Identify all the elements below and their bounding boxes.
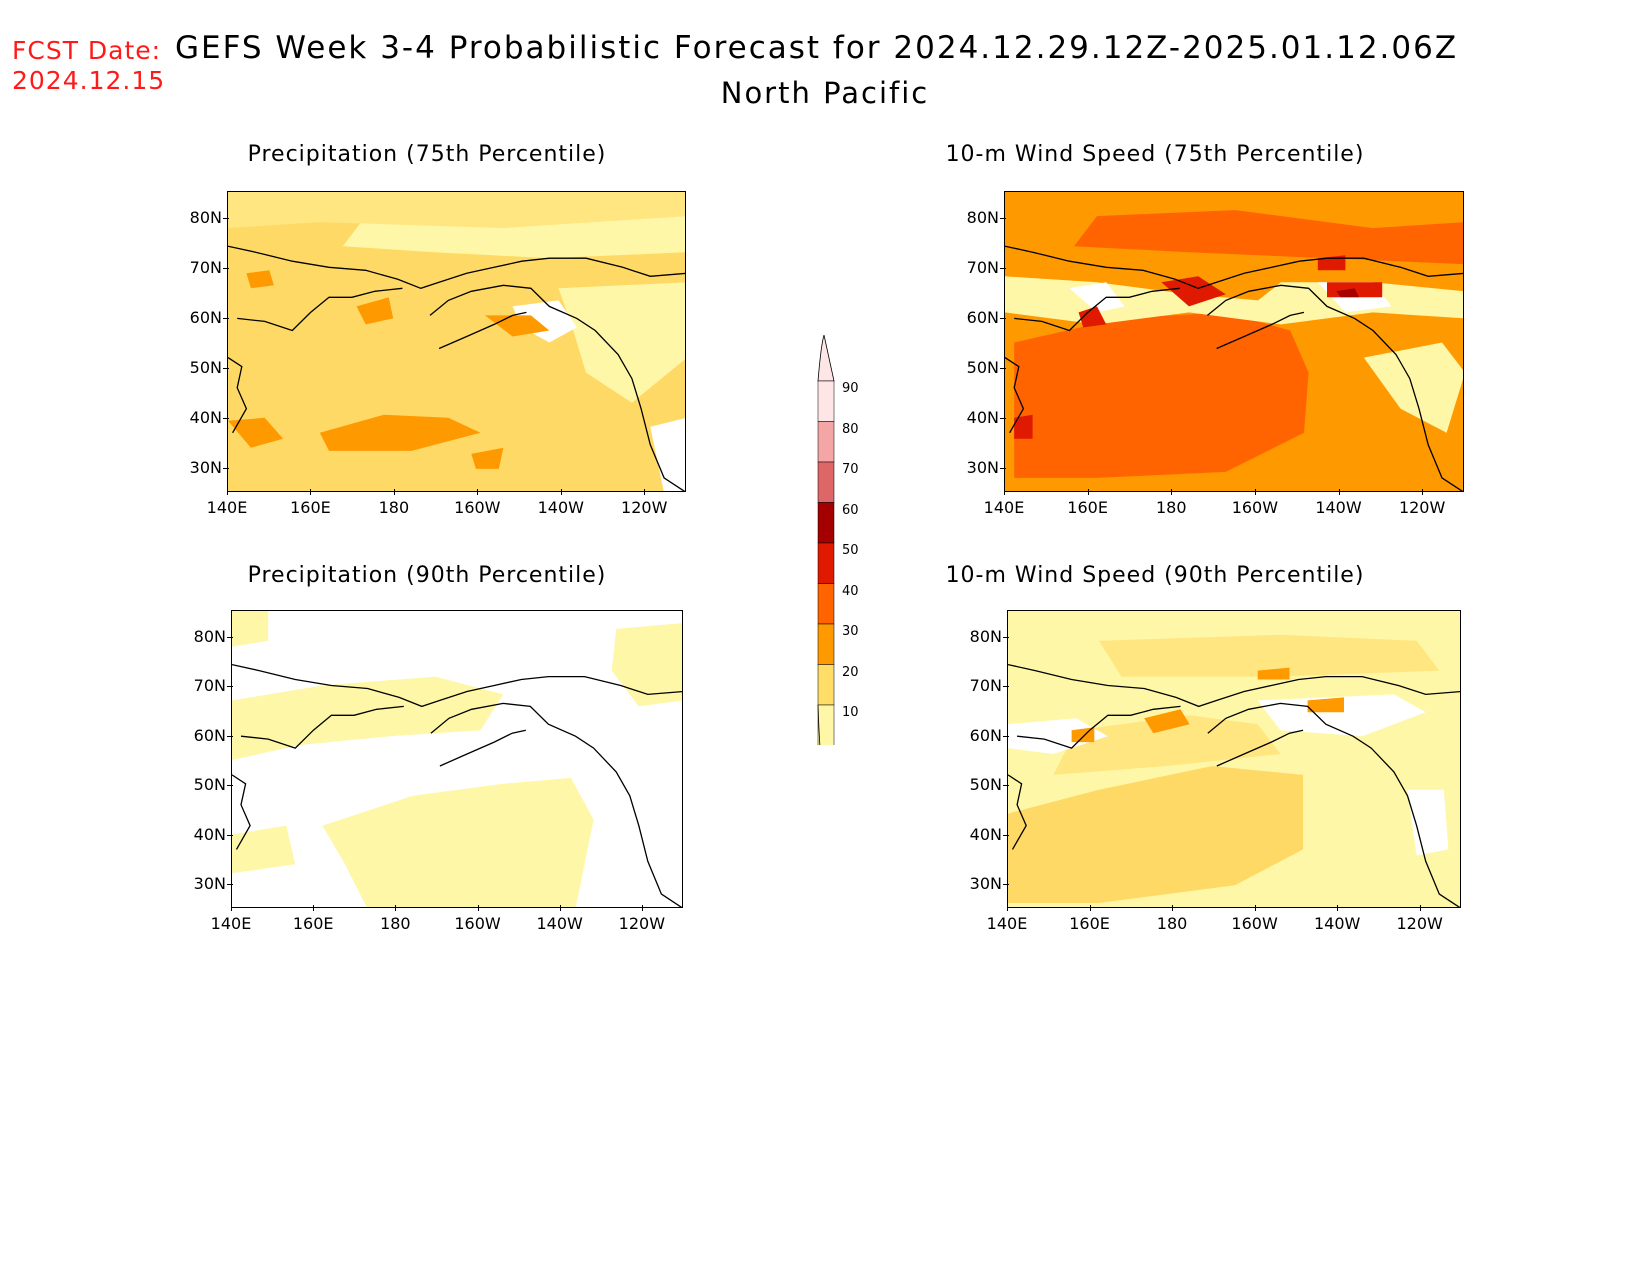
lat-label: 70N [966, 258, 999, 278]
panel-title-precip90: Precipitation (90th Percentile) [247, 563, 607, 588]
colorbar [817, 335, 835, 745]
colorbar-label: 10 [842, 705, 859, 720]
lat-label: 60N [966, 308, 999, 328]
forecast-date-value: 2024.12.15 [12, 66, 166, 95]
lon-label: 160W [454, 498, 501, 517]
forecast-date: FCST Date: 2024.12.15 [12, 36, 165, 96]
colorbar-label: 80 [842, 421, 859, 437]
lon-label: 140W [537, 498, 584, 517]
lon-label: 120W [1398, 498, 1446, 517]
lon-label: 160E [290, 498, 331, 517]
lat-label: 50N [966, 357, 999, 377]
lat-label: 50N [969, 775, 1002, 795]
lon-label: 140E [986, 914, 1028, 933]
colorbar-segment [817, 502, 835, 544]
lat-label: 40N [189, 407, 222, 427]
lon-label: 160W [454, 914, 501, 933]
colorbar-segment [817, 623, 835, 665]
colorbar-segment [817, 664, 835, 706]
lat-label: 40N [193, 824, 226, 844]
panel-title-precip75: Precipitation (75th Percentile) [247, 142, 607, 167]
lat-label: 50N [193, 775, 226, 795]
lat-label: 30N [189, 457, 222, 477]
lat-label: 70N [193, 676, 226, 696]
lon-label: 160E [1069, 914, 1110, 933]
lon-label: 160E [1067, 498, 1108, 517]
colorbar-segment [817, 421, 835, 463]
colorbar-top [817, 335, 835, 382]
lat-label: 60N [189, 308, 222, 328]
lat-label: 80N [193, 626, 226, 646]
lon-label: 180 [378, 498, 410, 517]
lon-label: 140W [536, 914, 583, 933]
map-precip90 [231, 610, 683, 908]
lon-label: 180 [1155, 498, 1187, 517]
lon-label: 160W [1231, 498, 1279, 517]
colorbar-segment [817, 583, 835, 625]
lat-label: 30N [969, 874, 1002, 894]
lat-label: 30N [193, 874, 226, 894]
lon-label: 140E [983, 498, 1025, 517]
colorbar-label: 90 [842, 381, 859, 396]
lon-label: 160W [1231, 914, 1278, 933]
lon-label: 120W [618, 914, 666, 933]
lon-label: 180 [1156, 914, 1188, 933]
lon-label: 140E [210, 914, 252, 933]
lat-label: 80N [966, 208, 999, 228]
lat-label: 40N [966, 407, 999, 427]
lat-label: 70N [189, 258, 222, 278]
lat-label: 80N [189, 208, 222, 228]
lat-label: 60N [193, 725, 226, 745]
colorbar-segment [817, 542, 835, 584]
panel-title-wind90: 10-m Wind Speed (90th Percentile) [945, 563, 1365, 588]
lon-label: 120W [621, 498, 668, 517]
lat-label: 50N [189, 357, 222, 377]
panel-title-wind75: 10-m Wind Speed (75th Percentile) [945, 142, 1365, 167]
map-wind75 [1004, 191, 1464, 492]
lon-label: 160E [292, 914, 334, 933]
colorbar-segment [817, 461, 835, 503]
lat-label: 40N [969, 824, 1002, 844]
lon-label: 180 [380, 914, 411, 933]
forecast-date-label: FCST Date: [12, 36, 162, 65]
lon-label: 120W [1396, 914, 1443, 933]
colorbar-segment [817, 704, 835, 745]
lon-label: 140W [1315, 498, 1362, 517]
lat-label: 60N [969, 725, 1002, 745]
colorbar-label: 70 [842, 462, 859, 477]
lon-label: 140E [206, 498, 248, 517]
lat-label: 30N [966, 457, 999, 477]
colorbar-label: 20 [842, 664, 859, 680]
region-title: North Pacific [720, 76, 930, 110]
lat-label: 70N [969, 676, 1002, 696]
map-precip75 [227, 191, 686, 492]
colorbar-segment [817, 380, 835, 422]
colorbar-label: 30 [842, 624, 859, 639]
lon-label: 140W [1313, 914, 1361, 933]
colorbar-label: 50 [842, 543, 859, 558]
map-wind90 [1007, 610, 1461, 908]
page-title: GEFS Week 3-4 Probabilistic Forecast for… [175, 30, 1459, 66]
colorbar-label: 60 [842, 502, 859, 518]
lat-label: 80N [969, 626, 1002, 646]
colorbar-label: 40 [842, 583, 859, 599]
